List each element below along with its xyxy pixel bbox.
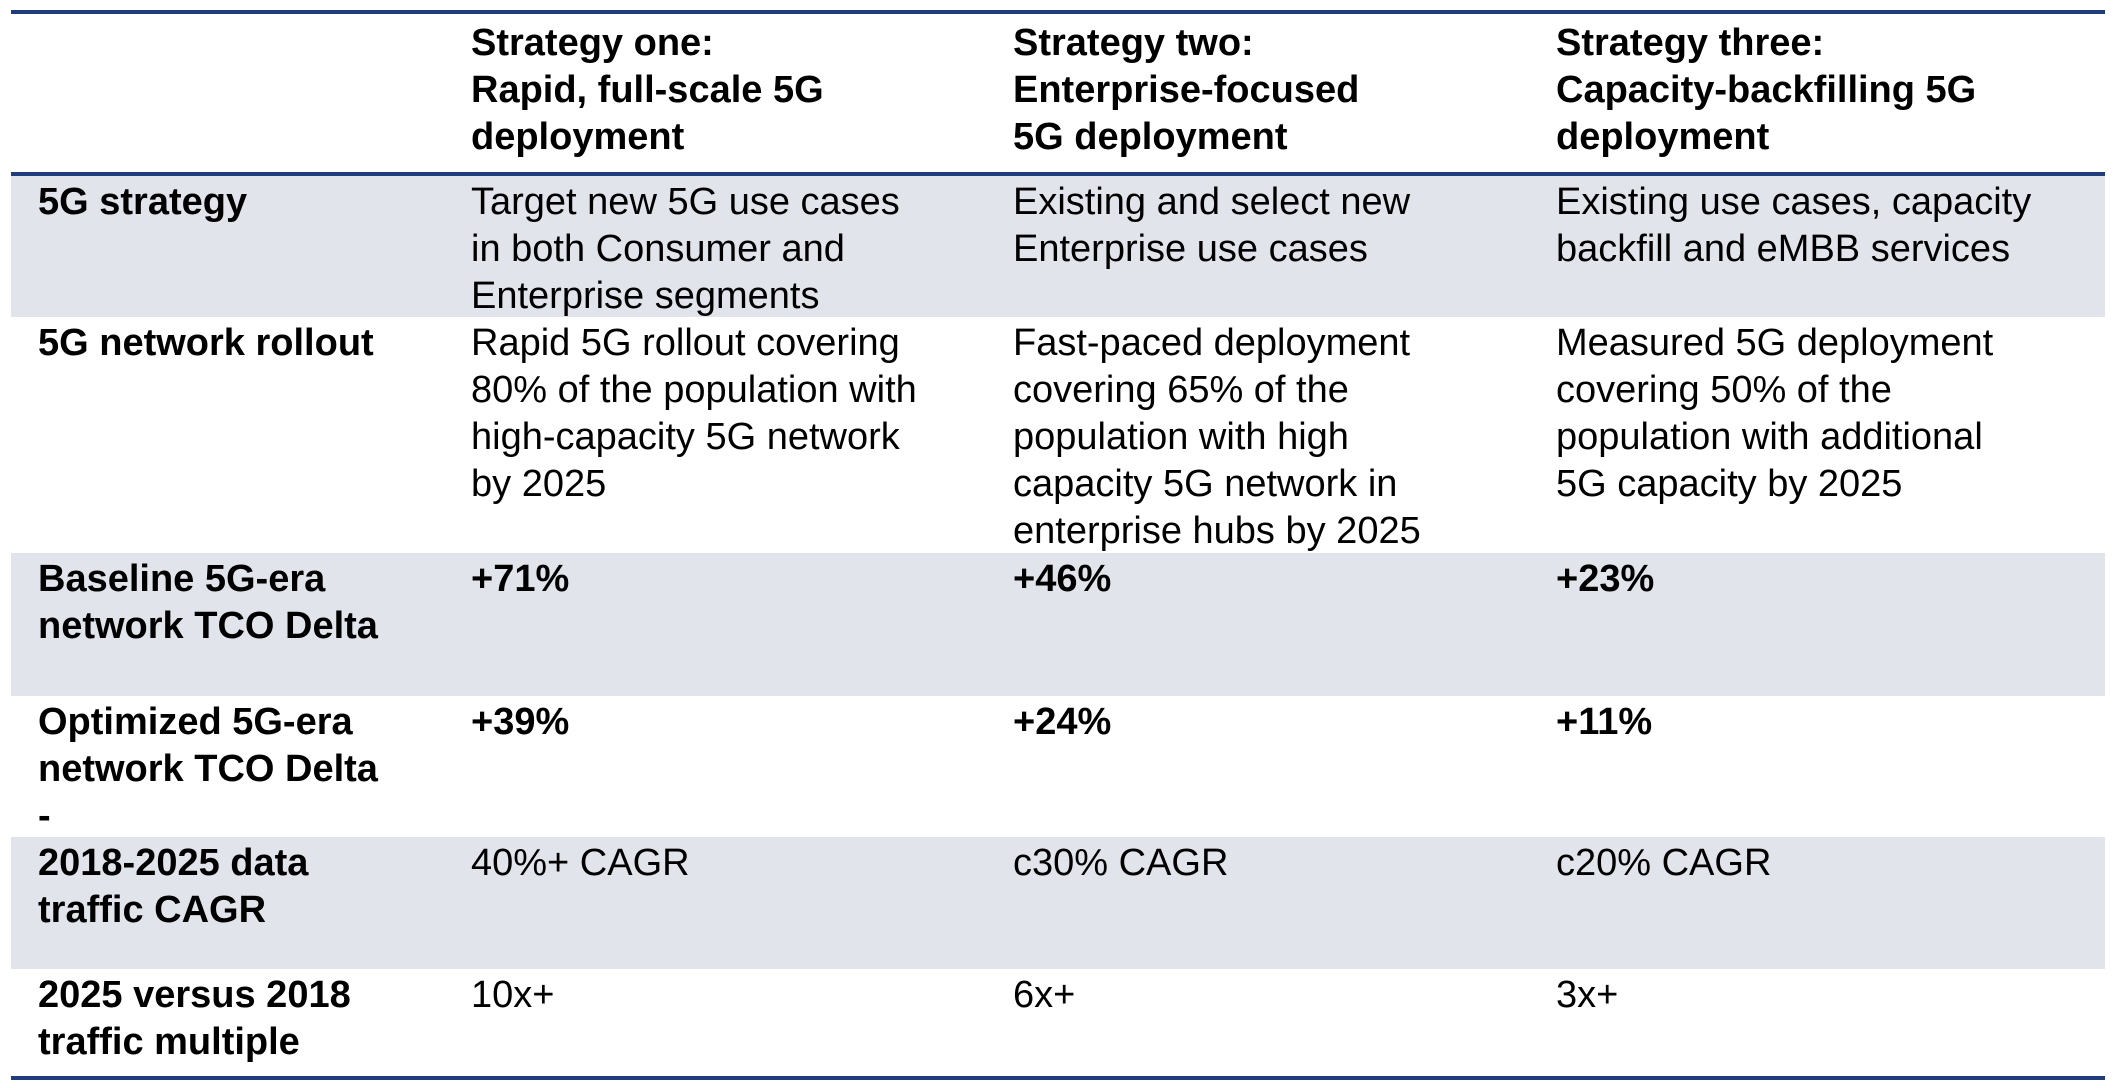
cell: 40%+ CAGR [471,840,690,887]
text-line: 5G capacity by 2025 [1556,463,1903,505]
text-line: Existing and select new [1013,181,1411,223]
text-line: 2025 versus 2018 [38,974,351,1016]
cell: Existing and select new Enterprise use ca… [1013,179,1410,273]
row-shading [11,837,2105,969]
text-line: Strategy three: [1556,22,1825,64]
text-line: 5G strategy [38,181,248,223]
text-line: Rapid, full-scale 5G [471,69,824,111]
cell: +11% [1556,699,1652,746]
text-line: 80% of the population with [471,369,917,411]
cell: c30% CAGR [1013,840,1228,887]
text-line: +24% [1013,701,1112,743]
cell: c20% CAGR [1556,840,1771,887]
text-line: Target new 5G use cases [471,181,900,223]
text-line: 5G deployment [1013,116,1288,158]
text-line: +11% [1556,701,1653,743]
column-header: Strategy two: Enterprise-focused 5G deploy… [1013,20,1359,161]
text-line: Capacity-backfilling 5G [1556,69,1977,111]
cell: Fast-paced deployment covering 65% of the… [1013,320,1421,555]
text-line: enterprise hubs by 2025 [1013,510,1421,552]
text-line: deployment [1556,116,1770,158]
text-line: Baseline 5G-era [38,558,326,600]
text-line: Rapid 5G rollout covering [471,322,900,364]
text-line: Optimized 5G-era [38,701,353,743]
cell: Measured 5G deployment covering 50% of th… [1556,320,1993,508]
text-line: - [38,795,51,837]
cell: Target new 5G use cases in both Consumer … [471,179,900,320]
column-header: Strategy three: Capacity-backfilling 5G de… [1556,20,1976,161]
row-label: 5G strategy [38,179,247,226]
header-rule [11,172,2105,176]
text-line: Fast-paced deployment [1013,322,1411,364]
row-shading [11,176,2105,317]
text-line: Strategy one: [471,22,714,64]
cell: Rapid 5G rollout covering 80% of the popu… [471,320,917,508]
text-line: 2018-2025 data [38,842,309,884]
text-line: covering 50% of the [1556,369,1892,411]
text-line: network TCO Delta [38,748,378,790]
text-line: by 2025 [471,463,607,505]
column-header: Strategy one: Rapid, full-scale 5G deploym… [471,20,824,161]
text-line: Enterprise use cases [1013,228,1368,270]
text-line: Enterprise-focused [1013,69,1360,111]
cell: +24% [1013,699,1111,746]
text-line: high-capacity 5G network [471,416,900,458]
cell: 10x+ [471,972,554,1019]
cell: +23% [1556,556,1654,603]
row-label: Baseline 5G-era network TCO Delta [38,556,378,650]
text-line: deployment [471,116,685,158]
text-line: covering 65% of the [1013,369,1349,411]
cell: +39% [471,699,569,746]
text-line: +39% [471,701,570,743]
cell: +71% [471,556,569,603]
cell: 3x+ [1556,972,1618,1019]
text-line: Existing use cases, capacity [1556,181,2032,223]
text-line: Measured 5G deployment [1556,322,1994,364]
text-line: Enterprise segments [471,275,820,317]
row-shading [11,553,2105,696]
text-line: 6x+ [1013,974,1076,1016]
text-line: 40%+ CAGR [471,842,690,884]
text-line: network TCO Delta [38,605,378,647]
cell: 6x+ [1013,972,1075,1019]
text-line: +71% [471,558,570,600]
text-line: c30% CAGR [1013,842,1229,884]
text-line: population with high [1013,416,1349,458]
row-label: 2018-2025 data traffic CAGR [38,840,308,934]
top-rule [11,10,2105,14]
text-line: +23% [1556,558,1655,600]
cell: Existing use cases, capacity backfill and… [1556,179,2031,273]
row-label: 5G network rollout [38,320,374,367]
text-line: capacity 5G network in [1013,463,1398,505]
row-label: Optimized 5G-era network TCO Delta - [38,699,378,840]
text-line: population with additional [1556,416,1983,458]
text-line: c20% CAGR [1556,842,1772,884]
text-line: 5G network rollout [38,322,374,364]
cell: +46% [1013,556,1111,603]
text-line: traffic multiple [38,1021,300,1063]
row-label: 2025 versus 2018 traffic multiple [38,972,351,1066]
text-line: Strategy two: [1013,22,1254,64]
text-line: 3x+ [1556,974,1619,1016]
text-line: +46% [1013,558,1112,600]
bottom-rule [11,1076,2105,1080]
text-line: traffic CAGR [38,889,267,931]
text-line: 10x+ [471,974,555,1016]
text-line: in both Consumer and [471,228,845,270]
text-line: backfill and eMBB services [1556,228,2011,270]
